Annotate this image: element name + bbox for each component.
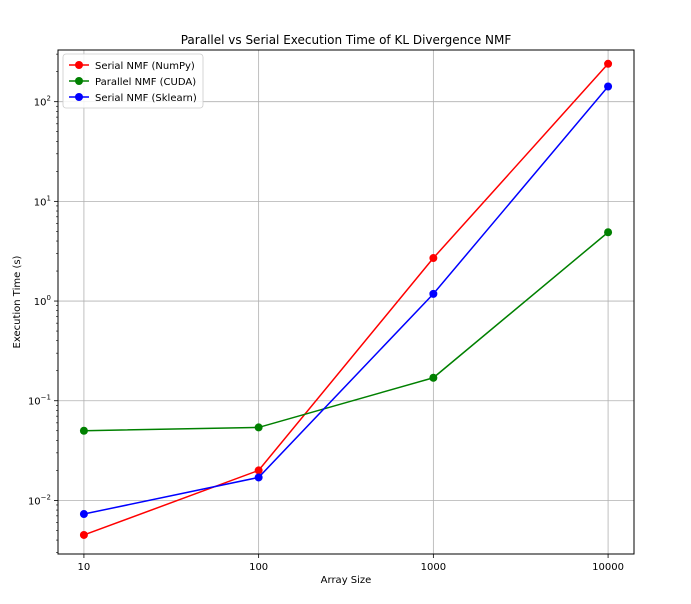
legend: Serial NMF (NumPy) Parallel NMF (CUDA) Ser…: [62, 53, 204, 109]
x-tick-label: 10000: [592, 562, 624, 573]
y-tick-label: 10−1: [28, 394, 51, 408]
data-point: [254, 466, 263, 475]
series-line-1: [83, 231, 609, 432]
grid: [58, 50, 634, 554]
legend-swatch-marker: [75, 93, 83, 101]
data-point: [79, 426, 88, 435]
data-point: [429, 254, 438, 263]
y-tick-label: 101: [34, 194, 51, 208]
data-point: [604, 59, 613, 68]
data-point: [254, 423, 263, 432]
y-tick-label: 102: [34, 95, 51, 109]
legend-box: [62, 53, 204, 109]
plot-frame: [57, 49, 635, 555]
data-point: [79, 530, 88, 539]
x-tick-label: 1000: [421, 562, 446, 573]
data-point: [429, 373, 438, 382]
legend-swatch-marker: [75, 77, 83, 85]
y-axis-label: Execution Time (s): [12, 255, 23, 348]
y-tick-label: 10−2: [28, 493, 51, 507]
data-point: [254, 473, 263, 482]
legend-label: Serial NMF (NumPy): [95, 61, 195, 72]
data-point: [604, 82, 613, 91]
x-axis: 10 100 1000 10000: [78, 554, 624, 573]
series-layer: [79, 59, 613, 539]
y-tick-label: 100: [34, 294, 51, 308]
legend-swatch-marker: [75, 61, 83, 69]
legend-label: Serial NMF (Sklearn): [95, 93, 197, 104]
legend-label: Parallel NMF (CUDA): [95, 77, 196, 88]
data-point: [604, 228, 613, 237]
series-line-0: [83, 63, 609, 536]
x-tick-label: 10: [78, 562, 91, 573]
x-tick-label: 100: [249, 562, 268, 573]
data-point: [79, 510, 88, 519]
x-axis-label: Array Size: [321, 575, 372, 586]
y-axis: 10−2 10−1 100 101 102: [28, 53, 58, 553]
chart-title: Parallel vs Serial Execution Time of KL …: [181, 33, 512, 47]
series-line-2: [83, 86, 609, 515]
data-point: [429, 289, 438, 298]
